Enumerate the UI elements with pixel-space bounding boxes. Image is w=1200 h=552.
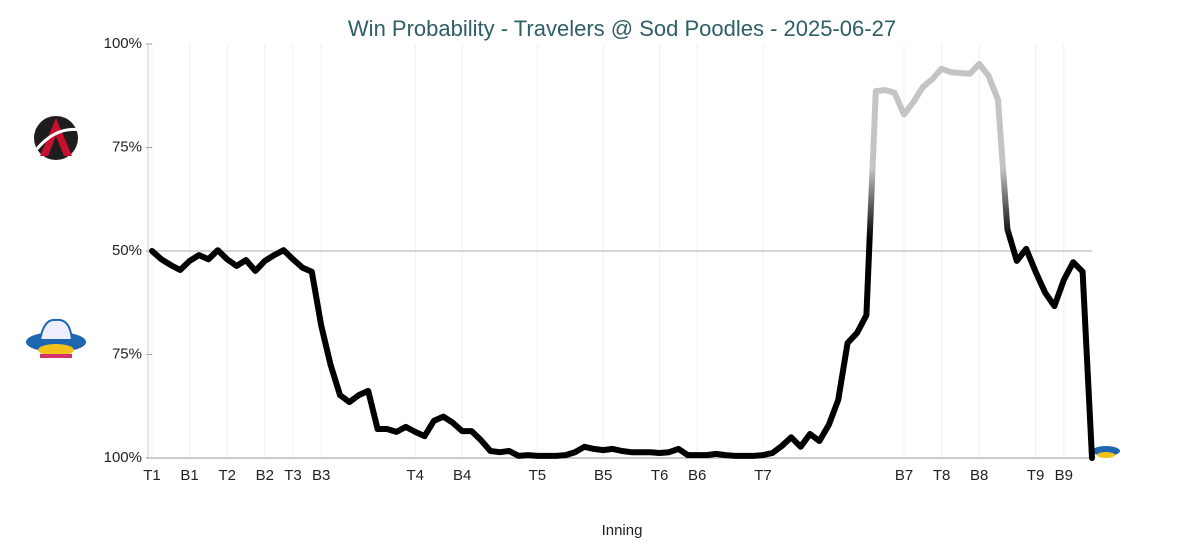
y-tick-label: 100% [104,35,142,52]
x-tick-label: B4 [453,467,471,484]
x-tick-label: B3 [312,467,330,484]
x-tick-label: B9 [1055,467,1073,484]
x-tick-label: T7 [754,467,772,484]
x-tick-label: B8 [970,467,988,484]
x-tick-label: T3 [284,467,302,484]
x-tick-label: B5 [594,467,612,484]
x-tick-label: B6 [688,467,706,484]
x-tick-label: T9 [1027,467,1045,484]
x-tick-label: T6 [651,467,669,484]
chart-title: Win Probability - Travelers @ Sod Poodle… [348,16,896,41]
x-tick-label: B1 [180,467,198,484]
end-logo [1092,446,1120,458]
win-probability-line [149,60,1095,461]
y-tick-label: 100% [104,449,142,466]
x-tick-label: B2 [256,467,274,484]
sod-poodles-logo [26,318,86,358]
y-tick-label: 75% [112,138,142,155]
x-tick-label: T5 [529,467,547,484]
y-tick-label: 50% [112,242,142,259]
travelers-logo [34,116,81,160]
x-tick-label: T1 [143,467,161,484]
x-tick-label: T4 [406,467,424,484]
x-tick-label: T8 [933,467,951,484]
x-axis-label: Inning [602,522,643,539]
x-tick-label: T2 [218,467,236,484]
x-tick-label: B7 [895,467,913,484]
y-tick-label: 75% [112,345,142,362]
